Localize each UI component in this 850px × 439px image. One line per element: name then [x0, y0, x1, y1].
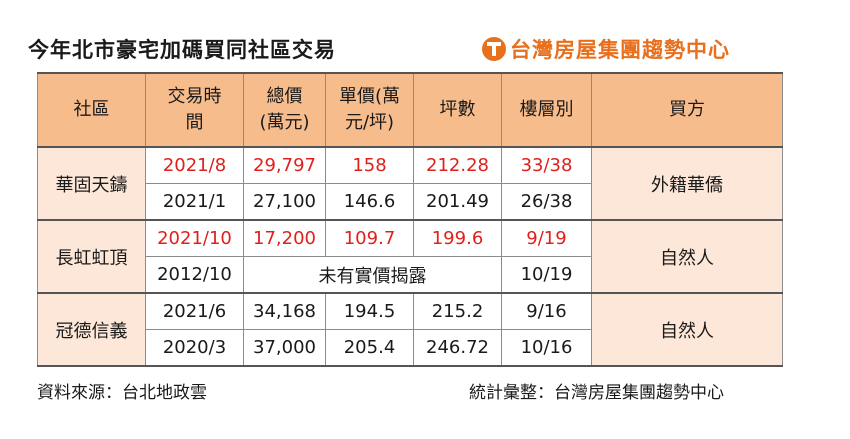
community-cell: 華固天鑄 — [37, 146, 146, 221]
table-row: 2012/10 未有實價揭露 10/19 — [38, 256, 783, 294]
total-price-cell: 27,100 — [243, 183, 326, 221]
floor-cell: 33/38 — [501, 146, 592, 184]
buyer-cell: 外籍華僑 — [591, 146, 783, 221]
total-price-cell: 37,000 — [243, 329, 326, 367]
page-title: 今年北市豪宅加碼買同社區交易 — [28, 38, 336, 62]
date-cell: 2021/6 — [145, 292, 244, 330]
brand-name: 台灣房屋集團趨勢中心 — [510, 38, 730, 62]
floor-cell: 10/19 — [501, 256, 592, 294]
header-buyer: 買方 — [591, 72, 783, 148]
floor-cell: 9/19 — [501, 219, 592, 257]
date-cell: 2021/10 — [145, 219, 244, 257]
buyer-cell: 自然人 — [591, 292, 783, 367]
header-area: 坪數 — [413, 72, 502, 148]
table-row: 2020/3 37,000 205.4 246.72 10/16 — [38, 329, 783, 367]
date-cell: 2012/10 — [145, 256, 244, 294]
table-row: 冠德信義 2021/6 34,168 194.5 215.2 9/16 自然人 — [37, 292, 783, 367]
buyer-cell: 自然人 — [591, 219, 783, 294]
date-cell: 2020/3 — [145, 329, 244, 367]
total-price-cell: 17,200 — [243, 219, 326, 257]
community-cell: 長虹虹頂 — [37, 219, 146, 294]
area-cell: 215.2 — [413, 292, 502, 330]
header-total: 總價 (萬元) — [243, 72, 326, 148]
no-price-disclosed-cell: 未有實價揭露 — [243, 256, 502, 294]
community-cell: 冠德信義 — [37, 292, 146, 367]
area-cell: 246.72 — [413, 329, 502, 367]
date-cell: 2021/1 — [145, 183, 244, 221]
unit-price-cell: 146.6 — [325, 183, 414, 221]
header-date: 交易時間 — [145, 72, 244, 148]
table-header-row: 社區 交易時間 總價 (萬元) 單價(萬 元/坪) 坪數 樓層別 買方 — [37, 72, 783, 148]
header-community: 社區 — [37, 72, 146, 148]
compiled-by-note: 統計彙整：台灣房屋集團趨勢中心 — [469, 383, 724, 403]
brand-logo-icon — [482, 37, 506, 61]
area-cell: 212.28 — [413, 146, 502, 184]
table-row: 2021/1 27,100 146.6 201.49 26/38 — [37, 183, 783, 221]
floor-cell: 26/38 — [501, 183, 592, 221]
unit-price-cell: 194.5 — [325, 292, 414, 330]
source-note: 資料來源：台北地政雲 — [37, 383, 207, 403]
transaction-table: 社區 交易時間 總價 (萬元) 單價(萬 元/坪) 坪數 樓層別 買方 華固天鑄 2… — [37, 72, 783, 367]
table-row: 華固天鑄 2021/8 29,797 158 212.28 33/38 外籍華僑 — [37, 146, 783, 221]
unit-price-cell: 109.7 — [325, 219, 414, 257]
floor-cell: 10/16 — [501, 329, 592, 367]
area-cell: 201.49 — [413, 183, 502, 221]
header-floor: 樓層別 — [501, 72, 592, 148]
brand: 台灣房屋集團趨勢中心 — [482, 34, 730, 64]
total-price-cell: 34,168 — [243, 292, 326, 330]
unit-price-cell: 205.4 — [325, 329, 414, 367]
area-cell: 199.6 — [413, 219, 502, 257]
date-cell: 2021/8 — [145, 146, 244, 184]
total-price-cell: 29,797 — [243, 146, 326, 184]
header-unit: 單價(萬 元/坪) — [325, 72, 414, 148]
floor-cell: 9/16 — [501, 292, 592, 330]
table-row: 長虹虹頂 2021/10 17,200 109.7 199.6 9/19 自然人 — [37, 219, 783, 294]
unit-price-cell: 158 — [325, 146, 414, 184]
